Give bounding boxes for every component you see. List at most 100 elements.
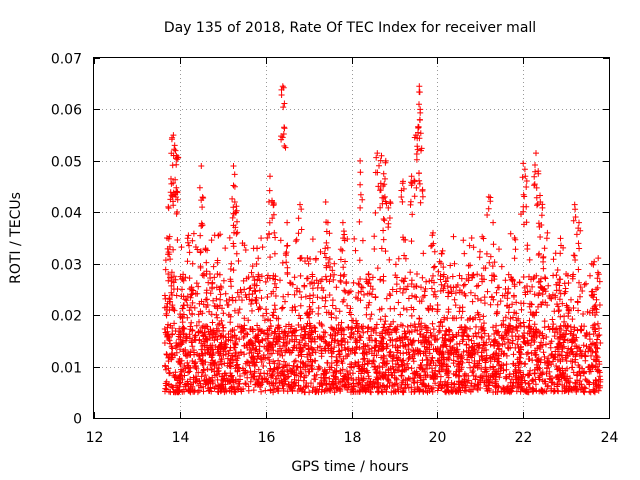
data-point <box>377 204 384 211</box>
data-point <box>423 324 429 331</box>
data-point <box>534 202 540 209</box>
data-point <box>491 259 498 266</box>
data-point <box>540 349 547 356</box>
data-point <box>480 313 487 320</box>
data-point <box>173 210 180 217</box>
data-point <box>435 329 442 336</box>
data-point <box>550 354 557 361</box>
data-point <box>539 299 546 306</box>
data-point <box>535 364 542 371</box>
data-point <box>504 295 511 302</box>
data-point <box>542 275 549 282</box>
data-point <box>305 343 312 349</box>
data-point <box>341 382 348 389</box>
data-point <box>356 281 363 288</box>
data-point <box>500 321 507 328</box>
data-point <box>531 366 538 373</box>
data-point <box>190 347 197 354</box>
data-point <box>593 339 600 346</box>
data-point <box>398 194 405 200</box>
data-point <box>527 367 534 374</box>
data-point <box>561 280 568 287</box>
data-point <box>444 348 451 354</box>
data-point <box>249 328 256 335</box>
data-point <box>392 261 399 268</box>
data-point <box>319 276 325 283</box>
data-point <box>337 246 344 253</box>
data-point <box>424 344 431 351</box>
data-point <box>236 293 242 300</box>
data-point <box>481 330 488 337</box>
data-point <box>572 343 578 350</box>
data-point <box>273 386 280 392</box>
y-tick-label: 0.05 <box>51 155 82 171</box>
data-point <box>197 232 204 239</box>
data-point <box>426 350 433 357</box>
data-point <box>511 281 518 288</box>
data-point <box>382 369 389 376</box>
data-point <box>470 244 477 251</box>
data-point <box>515 345 522 351</box>
data-point <box>337 256 344 263</box>
data-point <box>207 275 214 281</box>
data-point <box>189 299 196 306</box>
data-point <box>308 380 314 387</box>
data-point <box>430 229 436 236</box>
data-point <box>387 200 394 207</box>
data-point <box>355 359 362 365</box>
data-point <box>188 291 195 298</box>
data-point <box>168 351 175 358</box>
data-point <box>270 358 277 365</box>
data-point <box>416 177 423 184</box>
data-point <box>329 302 336 309</box>
data-point <box>240 277 247 284</box>
data-point <box>335 327 342 334</box>
data-point <box>351 349 358 356</box>
data-point <box>263 306 269 313</box>
data-point <box>434 336 441 342</box>
data-point <box>531 181 538 188</box>
data-point <box>413 184 420 191</box>
data-point <box>179 315 186 322</box>
data-point <box>209 346 216 353</box>
data-point <box>295 230 302 237</box>
data-point <box>283 249 290 256</box>
data-point <box>364 379 371 386</box>
data-point <box>495 345 502 352</box>
data-point <box>187 381 194 388</box>
data-point <box>218 356 225 362</box>
data-point <box>544 360 551 367</box>
data-point <box>194 290 201 297</box>
data-point <box>453 283 460 290</box>
data-point <box>534 356 541 363</box>
data-point <box>377 157 384 164</box>
data-point <box>451 381 458 387</box>
data-point <box>459 338 466 345</box>
data-point <box>225 301 232 308</box>
data-point <box>195 328 202 335</box>
data-point <box>220 324 227 331</box>
data-point <box>372 294 379 301</box>
data-point <box>458 314 465 321</box>
data-point <box>210 350 217 356</box>
data-point <box>459 379 465 386</box>
data-point <box>466 242 473 249</box>
data-point <box>373 352 380 359</box>
data-point <box>355 289 362 296</box>
data-point <box>270 288 277 295</box>
data-point <box>276 361 283 368</box>
data-point <box>178 244 185 251</box>
data-point <box>399 180 406 187</box>
data-point <box>231 199 238 205</box>
data-point <box>417 365 424 372</box>
data-point <box>234 385 241 392</box>
data-point <box>227 334 234 341</box>
data-point <box>231 183 238 190</box>
data-point <box>354 339 361 346</box>
data-point <box>201 342 208 349</box>
data-point <box>397 356 404 363</box>
data-point <box>413 156 420 163</box>
data-point <box>405 356 412 362</box>
data-point <box>451 315 458 322</box>
data-point <box>285 328 292 335</box>
